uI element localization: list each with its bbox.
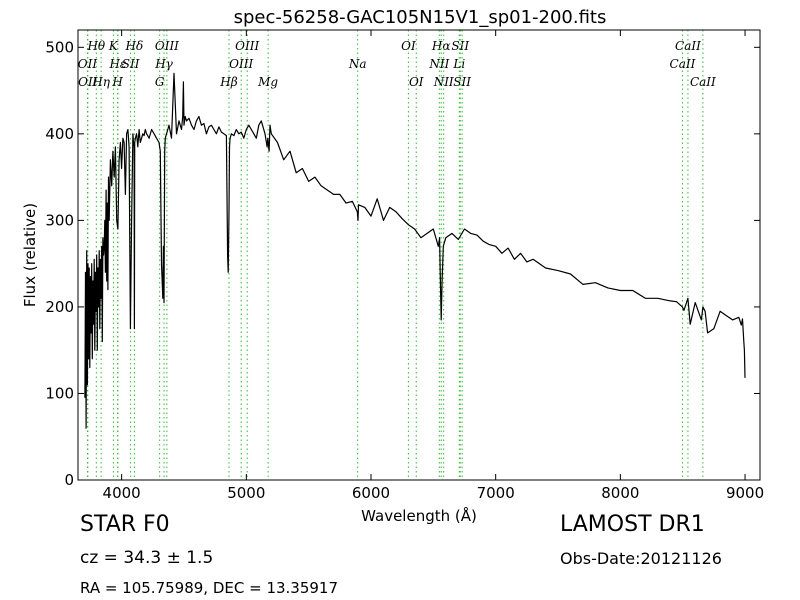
line-label-14: Na [348,57,367,71]
line-label-26: SII [453,75,471,89]
line-label-21: G [155,75,165,89]
y-tick-label-0: 0 [64,471,74,489]
x-axis-label: Wavelength (Å) [361,506,477,525]
line-label-20: H [111,75,123,89]
line-label-25: NII [433,75,454,89]
line-label-16: Li [452,57,465,71]
y-tick-label-1: 100 [45,384,74,402]
object-type: STAR F0 [80,512,170,537]
spectrum-line-0 [84,72,746,429]
x-tick-label-4: 8000 [601,484,639,502]
y-tick-label-2: 200 [45,298,74,316]
x-tick-label-5: 9000 [726,484,764,502]
line-label-15: NII [428,57,449,71]
y-axis-label: Flux (relative) [21,203,39,307]
x-tick-label-0: 4000 [103,484,141,502]
line-label-17: CaII [670,57,696,71]
plot-frame [77,29,761,481]
ra-dec: RA = 105.75989, DEC = 13.35917 [80,579,339,597]
x-tick-label-1: 5000 [227,484,265,502]
redshift-cz: cz = 34.3 ± 1.5 [80,548,214,568]
line-label-27: CaII [690,75,716,89]
chart-title: spec-56258-GAC105N15V1_sp01-200.fits [234,7,607,28]
line-label-9: OII [78,57,98,71]
line-label-8: CaII [675,39,701,53]
survey-name: LAMOST DR1 [560,512,705,537]
line-label-6: Hα [431,39,451,53]
line-label-3: OIII [155,39,179,53]
line-label-11: SII [122,57,140,71]
y-tick-label-3: 300 [45,211,74,229]
line-label-0: Hθ [86,39,105,53]
x-tick-label-3: 7000 [477,484,515,502]
y-tick-label-5: 500 [45,38,74,56]
line-label-10: Hε [108,57,126,71]
line-label-1: K [108,39,119,53]
line-label-13: OIII [229,57,253,71]
line-label-12: Hγ [154,57,173,71]
spectrum-series [84,72,746,429]
x-tick-label-2: 6000 [352,484,390,502]
line-label-24: OI [409,75,424,89]
line-label-19: Hη [91,75,110,89]
obs-date: Obs-Date:20121126 [560,549,722,568]
line-label-22: Hβ [219,75,237,89]
line-label-18: OII [78,75,98,89]
line-label-5: OI [401,39,416,53]
axis-ticks: 4000 5000 6000 7000 8000 9000 0 100 200 300 400 500 [45,30,764,502]
y-tick-label-4: 400 [45,125,74,143]
line-label-23: Mg [257,75,278,89]
line-label-4: OIII [235,39,259,53]
line-label-2: Hδ [125,39,144,53]
line-label-7: SII [451,39,469,53]
